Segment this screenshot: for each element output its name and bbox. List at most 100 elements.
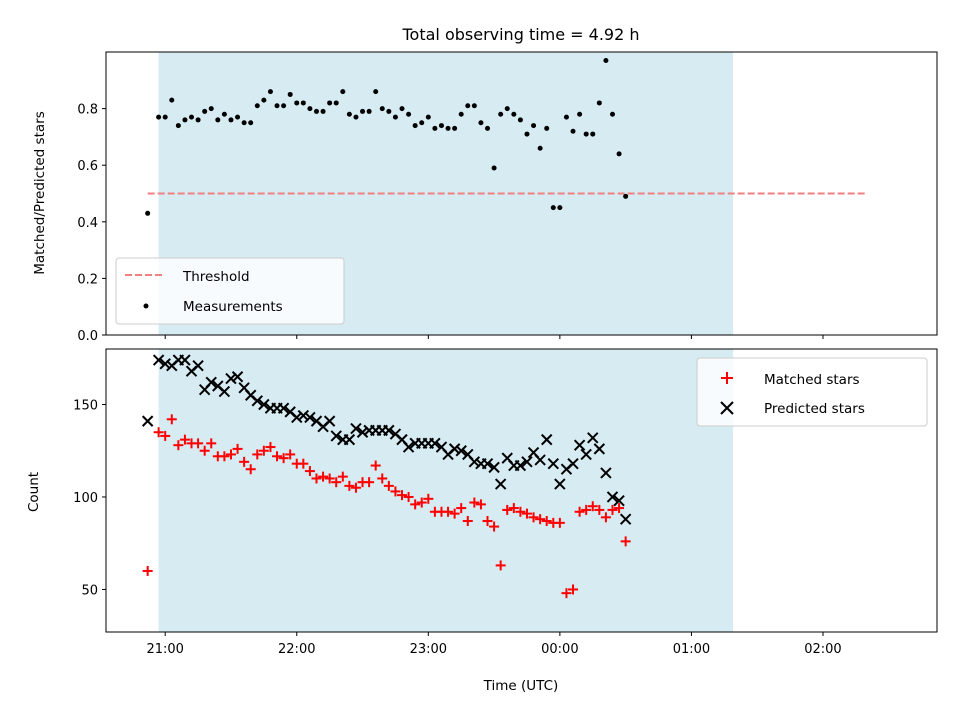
top-x-ticks [164, 335, 824, 339]
measurement-point [313, 108, 319, 114]
matched-point [594, 504, 605, 515]
matched-point [278, 453, 289, 464]
measurement-point [438, 123, 444, 129]
predicted-point [521, 456, 533, 468]
top-ytick-label: 0.0 [77, 329, 98, 344]
measurement-point [399, 106, 405, 112]
measurement-point [425, 114, 431, 120]
top-legend: Threshold Measurements [115, 257, 345, 325]
matched-point [258, 445, 269, 456]
matched-point [318, 471, 329, 482]
bottom-xtick-label: 22:00 [278, 642, 315, 657]
bottom-xtick-label: 00:00 [541, 642, 578, 657]
matched-point [528, 512, 539, 523]
matched-point [193, 438, 204, 449]
measurement-point [333, 100, 339, 106]
predicted-point [541, 433, 553, 446]
matched-point [502, 504, 513, 515]
measurement-point [544, 125, 550, 131]
matched-legend-swatch [721, 372, 733, 384]
legend-threshold: Threshold [182, 269, 250, 285]
top-axes-frame [105, 51, 938, 336]
measurement-point [550, 205, 556, 211]
predicted-point [192, 359, 204, 372]
predicted-point [587, 432, 599, 444]
predicted-point [600, 467, 612, 479]
measurement-point [386, 108, 392, 114]
measurement-point [412, 123, 418, 129]
measurement-point [498, 111, 504, 117]
measurement-point [531, 123, 537, 129]
matched-point [462, 516, 473, 527]
legend-matched: Matched stars [764, 372, 860, 388]
measurement-point [537, 145, 543, 151]
predicted-point [383, 424, 395, 437]
measurement-point [360, 108, 366, 114]
predicted-point [277, 402, 290, 414]
predicted-point [152, 354, 165, 366]
x-axis-label: Time (UTC) [483, 678, 559, 694]
predicted-point [429, 437, 441, 450]
predicted-point [356, 426, 369, 438]
matched-point [614, 503, 625, 514]
measurement-point [294, 100, 300, 106]
measurement-point [419, 120, 425, 126]
bottom-ytick-label: 150 [73, 398, 98, 413]
measurement-point [189, 114, 195, 120]
matched-point [574, 506, 585, 517]
measurement-point [169, 97, 175, 103]
matched-points [142, 414, 631, 599]
predicted-point [514, 459, 527, 472]
matched-point [225, 449, 236, 460]
measurement-point [609, 111, 615, 117]
predicted-point [251, 395, 263, 407]
matched-point [160, 430, 171, 441]
measurement-point [504, 106, 510, 112]
measurement-point [175, 123, 181, 129]
matched-point [298, 458, 309, 469]
matched-point [515, 506, 526, 517]
matched-point [521, 508, 532, 519]
measurement-point [471, 103, 477, 109]
matched-point [364, 477, 375, 488]
predicted-point [304, 411, 316, 424]
measurement-point [517, 117, 523, 123]
bottom-ytick-label: 50 [81, 583, 98, 598]
matched-point [554, 517, 565, 528]
matched-point [350, 482, 361, 493]
ratio-panel: Total observing time = 4.92 h Matched/Pr… [32, 25, 938, 344]
matched-point [416, 497, 427, 508]
predicted-point [179, 354, 191, 366]
matched-point [390, 486, 401, 497]
matched-point [245, 464, 256, 475]
matched-point [449, 508, 460, 519]
matched-point [252, 449, 263, 460]
top-ytick-label: 0.4 [77, 216, 98, 231]
measurement-point [392, 114, 398, 120]
measurement-point [254, 103, 260, 109]
matched-point [469, 497, 480, 508]
measurement-point [300, 100, 306, 106]
measurement-point [228, 117, 234, 123]
measurement-point [570, 128, 576, 134]
measurement-point [346, 111, 352, 117]
measurement-points [145, 57, 629, 216]
matched-point [285, 449, 296, 460]
bottom-xtick-label: 01:00 [673, 642, 710, 657]
measurement-point [445, 125, 451, 131]
top-y-axis-label: Matched/Predicted stars [32, 111, 48, 274]
predicted-point [218, 385, 231, 398]
predicted-legend-swatch [720, 401, 734, 415]
measurement-point [287, 91, 293, 97]
predicted-point [291, 411, 303, 424]
measurement-point [208, 106, 214, 112]
bottom-axes-frame [105, 348, 938, 633]
measurement-point [267, 89, 273, 95]
measurement-point [221, 111, 227, 117]
measurement-point [195, 117, 201, 123]
chart-title: Total observing time = 4.92 h [401, 25, 639, 44]
predicted-point [613, 494, 625, 507]
matched-point [219, 451, 230, 462]
predicted-point [554, 478, 566, 490]
